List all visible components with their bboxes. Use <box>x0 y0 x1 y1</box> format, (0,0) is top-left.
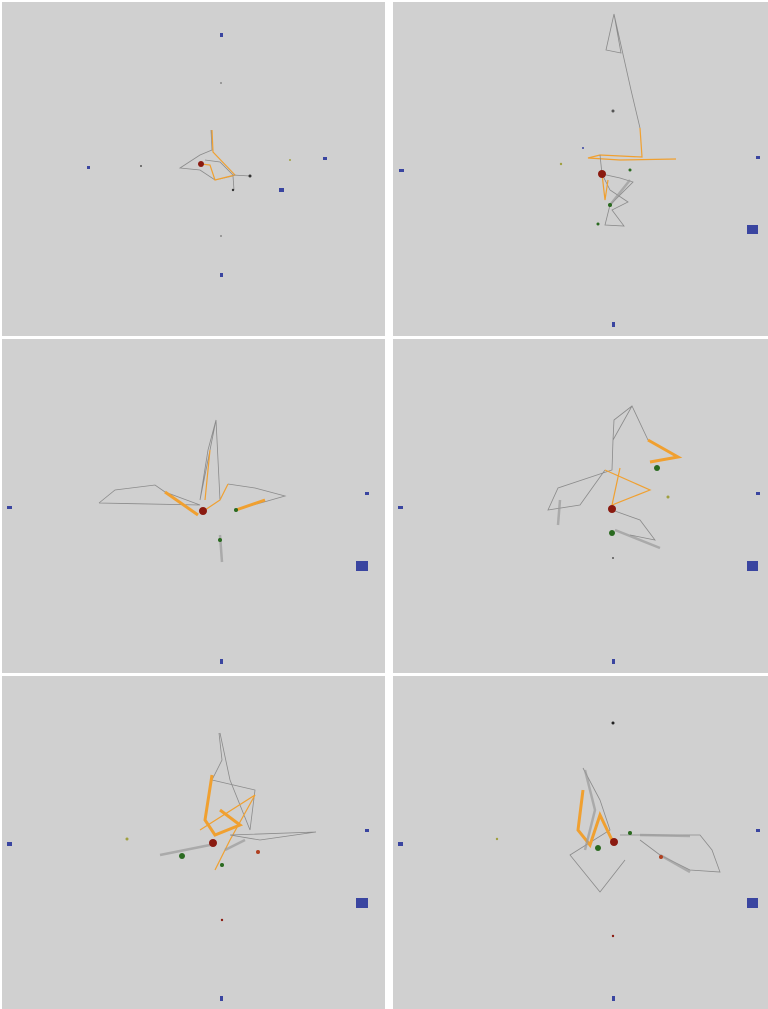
panel <box>393 339 768 673</box>
graph-render <box>87 33 327 277</box>
panel <box>2 339 385 673</box>
panel <box>2 676 385 1009</box>
panel <box>393 2 768 336</box>
graph-render <box>398 405 760 664</box>
graph-render <box>399 13 760 327</box>
panel <box>393 676 768 1009</box>
graph-render <box>398 721 760 1001</box>
graph-render <box>7 419 369 664</box>
graph-render <box>7 732 369 1001</box>
